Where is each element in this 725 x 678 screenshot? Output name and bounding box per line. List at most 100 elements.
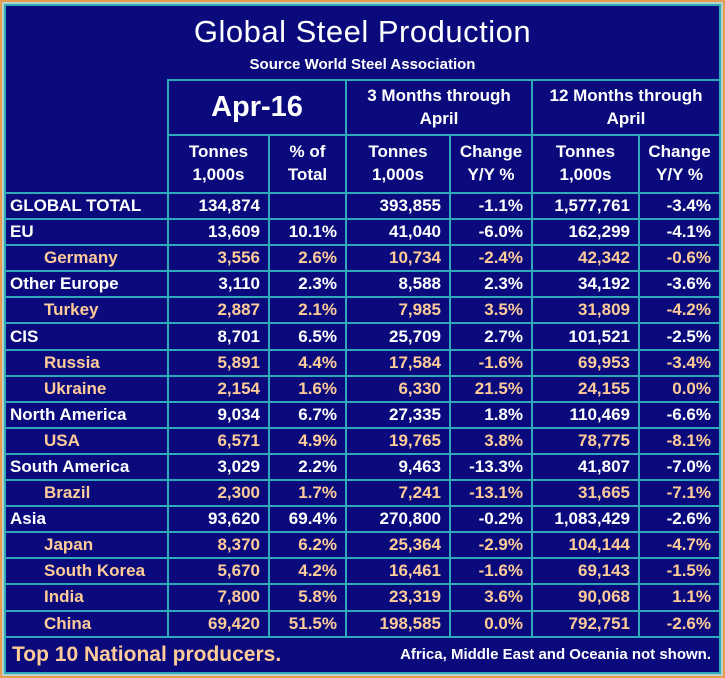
row-label: EU	[6, 220, 167, 247]
cell: 1.7%	[268, 481, 345, 508]
cell: 42,342	[531, 246, 638, 273]
cell: -2.5%	[638, 324, 719, 351]
subheader-change-12mo: Change Y/Y %	[638, 136, 719, 194]
cell: 2.7%	[449, 324, 531, 351]
cell: 3,110	[167, 272, 268, 299]
title-block: Global Steel Production Source World Ste…	[6, 6, 719, 79]
cell: 9,034	[167, 402, 268, 429]
cell: 17,584	[345, 350, 449, 377]
cell: 3,556	[167, 246, 268, 273]
cell: -1.1%	[449, 194, 531, 221]
cell: -2.9%	[449, 533, 531, 560]
cell: -7.1%	[638, 481, 719, 508]
cell: 3.5%	[449, 298, 531, 325]
cell: 198,585	[345, 611, 449, 638]
cell: -7.0%	[638, 454, 719, 482]
footer-note-left: Top 10 National producers.	[12, 642, 282, 666]
row-label: Japan	[6, 533, 167, 560]
row-label: South Korea	[6, 559, 167, 586]
page-subtitle: Source World Steel Association	[249, 56, 476, 73]
row-label: North America	[6, 403, 167, 429]
column-group-label: 12 Months through	[549, 85, 703, 105]
cell: 2.1%	[268, 298, 345, 325]
cell: 3.8%	[449, 428, 531, 455]
row-label: Brazil	[6, 481, 167, 508]
row-label: India	[6, 585, 167, 612]
subheader-label: Tonnes	[188, 142, 249, 162]
subheader-tonnes-3mo: Tonnes 1,000s	[345, 136, 449, 194]
cell: 27,335	[345, 402, 449, 429]
cell: 41,807	[531, 454, 638, 482]
cell: -1.6%	[449, 559, 531, 586]
cell: 8,588	[345, 272, 449, 299]
cell: 1,577,761	[531, 194, 638, 221]
cell: 41,040	[345, 220, 449, 247]
cell: -13.3%	[449, 454, 531, 482]
column-group-3-months: 3 Months through April	[345, 79, 531, 136]
row-label: South America	[6, 455, 167, 482]
cell: -2.6%	[638, 611, 719, 638]
footer-note-right: Africa, Middle East and Oceania not show…	[400, 646, 711, 664]
subheader-label: 1,000s	[559, 165, 612, 184]
cell: -4.7%	[638, 533, 719, 560]
cell: -4.1%	[638, 220, 719, 247]
column-group-12-months: 12 Months through April	[531, 79, 719, 136]
cell: 270,800	[345, 507, 449, 534]
cell: 51.5%	[268, 611, 345, 638]
cell: 93,620	[167, 507, 268, 534]
cell: 25,709	[345, 324, 449, 351]
cell: 3,029	[167, 454, 268, 482]
cell: -1.5%	[638, 559, 719, 586]
cell: -6.6%	[638, 402, 719, 429]
subheader-label: Y/Y %	[467, 165, 515, 184]
subheader-tonnes-12mo: Tonnes 1,000s	[531, 136, 638, 194]
subheader-label: Y/Y %	[656, 165, 703, 184]
production-table: Apr-16 3 Months through April 12 Months …	[6, 79, 719, 672]
cell: 23,319	[345, 585, 449, 612]
column-group-label: 3 Months through	[367, 85, 511, 105]
subheader-label: 1,000s	[372, 165, 424, 184]
cell: 110,469	[531, 402, 638, 429]
cell: 10,734	[345, 246, 449, 273]
row-label: USA	[6, 429, 167, 455]
cell: -1.6%	[449, 350, 531, 377]
cell: 10.1%	[268, 220, 345, 247]
page-title: Global Steel Production	[193, 14, 532, 49]
cell: 8,370	[167, 533, 268, 560]
subheader-pct-of-total: % of Total	[268, 136, 345, 194]
column-group-label: April	[606, 108, 646, 128]
cell: 7,985	[345, 298, 449, 325]
row-label: CIS	[6, 324, 167, 351]
header-label-spacer	[6, 79, 167, 194]
column-group-label: April	[419, 108, 459, 128]
cell: 5,670	[167, 559, 268, 586]
cell: 2.3%	[449, 272, 531, 299]
subheader-change-3mo: Change Y/Y %	[449, 136, 531, 194]
cell: 6,330	[345, 376, 449, 403]
cell: 5.8%	[268, 585, 345, 612]
cell: 104,144	[531, 533, 638, 560]
cell: 1.1%	[638, 585, 719, 612]
cell: 134,874	[167, 194, 268, 221]
cell: 34,192	[531, 272, 638, 299]
cell: 16,461	[345, 559, 449, 586]
cell: 6.7%	[268, 402, 345, 429]
cell: 21.5%	[449, 376, 531, 403]
cell: 101,521	[531, 324, 638, 351]
cell: 5,891	[167, 350, 268, 377]
cell: 69.4%	[268, 507, 345, 534]
cell: 6.2%	[268, 533, 345, 560]
cell: -3.6%	[638, 272, 719, 299]
subheader-tonnes-apr: Tonnes 1,000s	[167, 136, 268, 194]
cell: 2.2%	[268, 454, 345, 482]
cell: 1,083,429	[531, 507, 638, 534]
cell: 0.0%	[449, 611, 531, 638]
cell	[268, 194, 345, 221]
cell: 13,609	[167, 220, 268, 247]
row-label: Ukraine	[6, 377, 167, 403]
table-panel: Global Steel Production Source World Ste…	[4, 4, 721, 674]
cell: 6,571	[167, 428, 268, 455]
row-label: Asia	[6, 507, 167, 534]
cell: 393,855	[345, 194, 449, 221]
cell: -13.1%	[449, 481, 531, 508]
